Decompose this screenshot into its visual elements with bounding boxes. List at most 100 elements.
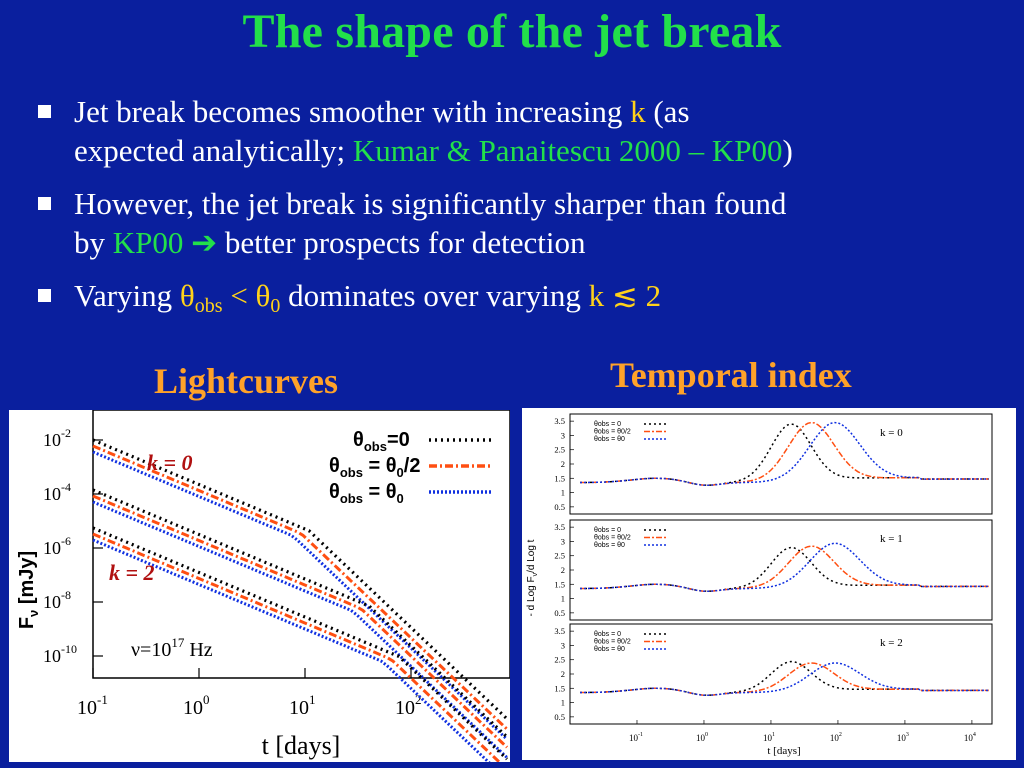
frequency-label: ν=1017 Hz xyxy=(131,635,213,661)
bullet-text: (as xyxy=(645,94,690,129)
legend-label: θobs = θ0 xyxy=(329,481,404,506)
legend-label: θobs = 0 xyxy=(594,527,621,534)
slide-title: The shape of the jet break xyxy=(242,5,782,58)
temporal-index-panel: - d Log Fν/d Log t 3.5 3 2.5 2 1.5 1 0.5 k = 0 θ… xyxy=(522,408,1016,760)
k0-label: k = 0 xyxy=(147,450,193,475)
legend-label: θobs = θ0 xyxy=(594,646,625,653)
x-axis-label: t [days] xyxy=(262,731,341,760)
temporal-index-line xyxy=(580,421,989,486)
k2-label: k = 2 xyxy=(109,560,155,585)
temporal-index-line xyxy=(580,423,989,486)
arrow-right-icon: ➔ xyxy=(191,225,218,260)
y-tick-label: 2 xyxy=(561,669,565,679)
y-tick-label: 0.5 xyxy=(554,608,565,618)
y-tick-label: 3.5 xyxy=(554,626,565,636)
bullet-list: Jet break becomes smoother with increasi… xyxy=(34,92,1004,340)
x-tick-label: 103 xyxy=(897,732,909,743)
temporal-index-line xyxy=(580,542,989,593)
y-tick-label: 3.5 xyxy=(554,416,565,426)
x-tick-label: 102 xyxy=(830,732,842,743)
lightcurve-line xyxy=(92,532,502,762)
y-tick-label: 10-6 xyxy=(43,534,71,558)
y-axis-label: - d Log Fν/d Log t xyxy=(526,539,539,616)
x-tick-label: 104 xyxy=(964,732,976,743)
k-value-label: k = 1 xyxy=(880,533,903,545)
legend-label: θobs = 0 xyxy=(594,421,621,428)
legend-label: θobs = θ0/2 xyxy=(594,535,631,542)
theta-compare: < θ xyxy=(222,278,271,313)
bullet-text: Jet break becomes smoother with increasi… xyxy=(74,94,631,129)
x-tick-labels: 10-1 100 101 102 xyxy=(77,668,422,719)
reference-kp00: Kumar & Panaitescu 2000 – KP00 xyxy=(352,133,783,168)
plot-frame xyxy=(92,410,510,679)
lightcurves-heading: Lightcurves xyxy=(154,361,338,401)
x-tick-label: 10-1 xyxy=(629,732,643,743)
y-tick-label: 0.5 xyxy=(554,502,565,512)
legend-label: θobs = θ0/2 xyxy=(329,455,420,480)
theta-symbol: θ xyxy=(179,278,195,313)
y-tick-labels: 10-2 10-4 10-6 10-8 10-10 xyxy=(43,426,103,666)
bullet-text: expected analytically; xyxy=(74,133,353,168)
x-tick-label: 101 xyxy=(763,732,775,743)
temporal-index-line xyxy=(580,662,989,697)
bullet-text: However, the jet break is significantly … xyxy=(74,186,787,221)
lightcurve-line xyxy=(92,450,509,741)
theta-subscript: obs xyxy=(194,295,223,317)
y-tick-label: 10-2 xyxy=(43,426,71,450)
lightcurve-line xyxy=(92,500,509,759)
bullet-item: Varying θobs < θ0 dominates over varying… xyxy=(34,276,1004,326)
x-axis-label: t [days] xyxy=(767,745,800,757)
x-tick-label: 102 xyxy=(395,692,422,719)
x-tick-label: 100 xyxy=(183,692,210,719)
y-tick-label: 3 xyxy=(561,536,565,546)
y-tick-label: 2 xyxy=(561,565,565,575)
y-tick-label: 1.5 xyxy=(554,579,565,589)
highlight-k: k ≲ 2 xyxy=(588,278,662,313)
lightcurve-series xyxy=(92,438,509,762)
k-value-label: k = 0 xyxy=(880,427,903,439)
lightcurve-line xyxy=(92,444,509,731)
highlight-k: k xyxy=(630,94,646,129)
legend-label: θobs=0 xyxy=(353,429,410,454)
y-tick-label: 2.5 xyxy=(554,551,565,561)
temporal-index-heading: Temporal index xyxy=(610,355,852,395)
y-axis-label: Fν [mJy] xyxy=(16,551,41,629)
y-tick-label: 3 xyxy=(561,430,565,440)
legend-label: θobs = θ0 xyxy=(594,436,625,443)
y-tick-label: 1.5 xyxy=(554,473,565,483)
y-tick-label: 2 xyxy=(561,459,565,469)
x-tick-label: 100 xyxy=(696,732,708,743)
y-tick-label: 1 xyxy=(561,594,565,604)
lightcurve-line xyxy=(92,526,509,761)
bullet-text: Varying xyxy=(74,278,180,313)
k-value-label: k = 2 xyxy=(880,637,903,649)
y-tick-label: 2.5 xyxy=(554,655,565,665)
y-tick-label: 10-4 xyxy=(43,480,71,504)
y-tick-label: 10-8 xyxy=(43,588,71,612)
lightcurves-panel: Fν [mJy] 10-2 10-4 10-6 10-8 10-10 10-1 100 10… xyxy=(9,410,510,762)
y-tick-label: 10-10 xyxy=(43,642,77,666)
y-tick-label: 3 xyxy=(561,640,565,650)
temporal-index-line xyxy=(580,421,989,487)
y-tick-label: 1.5 xyxy=(554,683,565,693)
legend-label: θobs = θ0/2 xyxy=(594,429,631,436)
subplot-frame xyxy=(569,623,993,725)
y-tick-label: 3.5 xyxy=(554,522,565,532)
theta-subscript: 0 xyxy=(270,295,281,317)
legend-label: θobs = θ0 xyxy=(594,542,625,549)
bullet-item: However, the jet break is significantly … xyxy=(34,184,1004,262)
subplot-frame xyxy=(569,413,993,515)
y-tick-label: 0.5 xyxy=(554,712,565,722)
legend-label: θobs = θ0/2 xyxy=(594,639,631,646)
bullet-item: Jet break becomes smoother with increasi… xyxy=(34,92,1004,170)
temporal-index-plot: - d Log Fν/d Log t 3.5 3 2.5 2 1.5 1 0.5 k = 0 θ… xyxy=(526,413,993,757)
y-tick-label: 2.5 xyxy=(554,445,565,455)
legend-label: θobs = 0 xyxy=(594,631,621,638)
x-tick-labels: 10-1 100 101 102 103 104 xyxy=(629,720,976,743)
bullet-text: ) xyxy=(782,133,793,168)
bullet-square-icon xyxy=(38,105,51,118)
